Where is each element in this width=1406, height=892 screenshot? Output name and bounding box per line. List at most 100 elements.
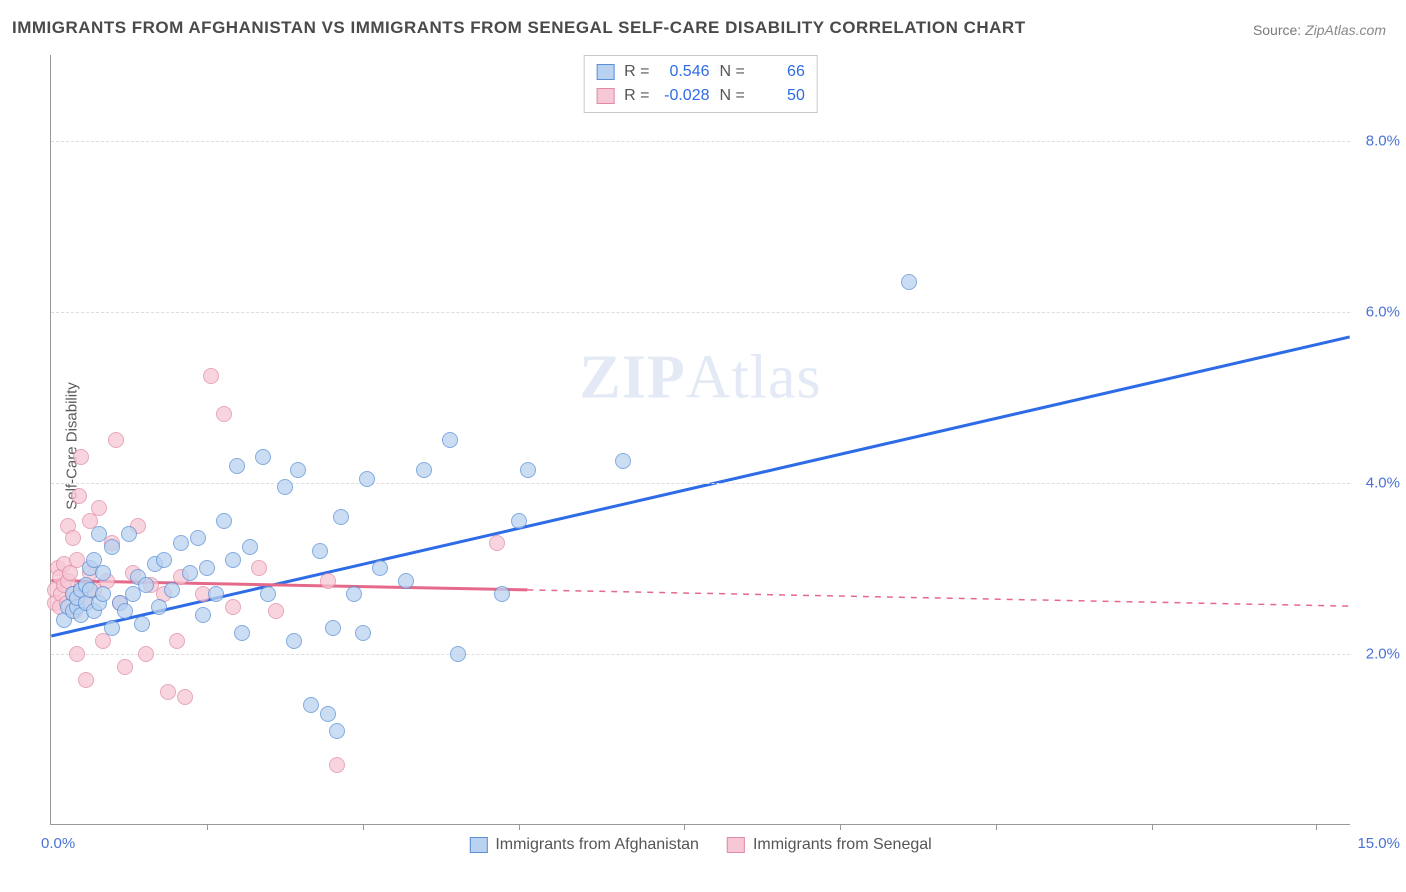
legend-item-senegal: Immigrants from Senegal — [727, 836, 932, 854]
x-tick — [1152, 824, 1153, 830]
scatter-point — [615, 453, 631, 469]
scatter-point — [160, 684, 176, 700]
scatter-point — [195, 607, 211, 623]
scatter-point — [151, 599, 167, 615]
n-label: N = — [720, 84, 745, 108]
watermark-atlas: Atlas — [686, 343, 822, 411]
trend-line — [527, 590, 1349, 606]
swatch-afghanistan — [469, 837, 487, 853]
stats-legend-box: R = 0.546 N = 66 R = -0.028 N = 50 — [583, 55, 818, 113]
grid-line — [51, 654, 1350, 655]
stats-row-senegal: R = -0.028 N = 50 — [596, 84, 805, 108]
scatter-point — [65, 530, 81, 546]
scatter-point — [208, 586, 224, 602]
scatter-point — [268, 603, 284, 619]
trend-line — [51, 580, 527, 589]
scatter-point — [138, 577, 154, 593]
scatter-point — [251, 560, 267, 576]
swatch-senegal — [727, 837, 745, 853]
y-tick-label: 8.0% — [1366, 132, 1400, 149]
x-axis-min-label: 0.0% — [41, 835, 75, 852]
scatter-point — [199, 560, 215, 576]
x-tick — [840, 824, 841, 830]
watermark-zip: ZIP — [579, 343, 685, 411]
scatter-point — [494, 586, 510, 602]
scatter-point — [355, 625, 371, 641]
grid-line — [51, 312, 1350, 313]
scatter-point — [78, 672, 94, 688]
r-value-afghanistan: 0.546 — [658, 60, 710, 84]
x-axis-max-label: 15.0% — [1357, 835, 1400, 852]
x-tick — [207, 824, 208, 830]
scatter-point — [489, 535, 505, 551]
source-label: Source: — [1253, 22, 1301, 38]
scatter-point — [303, 697, 319, 713]
scatter-point — [372, 560, 388, 576]
y-tick-label: 4.0% — [1366, 474, 1400, 491]
scatter-point — [290, 462, 306, 478]
x-tick — [363, 824, 364, 830]
y-tick-label: 2.0% — [1366, 645, 1400, 662]
scatter-point — [225, 599, 241, 615]
scatter-point — [511, 513, 527, 529]
scatter-point — [216, 513, 232, 529]
scatter-point — [320, 573, 336, 589]
scatter-point — [520, 462, 536, 478]
scatter-point — [134, 616, 150, 632]
scatter-point — [117, 659, 133, 675]
scatter-point — [138, 646, 154, 662]
trend-lines — [51, 55, 1350, 824]
scatter-point — [329, 757, 345, 773]
scatter-point — [216, 406, 232, 422]
scatter-point — [450, 646, 466, 662]
r-label: R = — [624, 84, 649, 108]
scatter-point — [333, 509, 349, 525]
n-value-senegal: 50 — [753, 84, 805, 108]
plot-area: ZIPAtlas R = 0.546 N = 66 R = -0.028 N =… — [50, 55, 1350, 825]
scatter-point — [164, 582, 180, 598]
x-tick — [1316, 824, 1317, 830]
scatter-point — [286, 633, 302, 649]
chart-container: IMMIGRANTS FROM AFGHANISTAN VS IMMIGRANT… — [0, 0, 1406, 892]
scatter-point — [260, 586, 276, 602]
n-value-afghanistan: 66 — [753, 60, 805, 84]
chart-title: IMMIGRANTS FROM AFGHANISTAN VS IMMIGRANT… — [12, 18, 1026, 38]
scatter-point — [73, 449, 89, 465]
scatter-point — [320, 706, 336, 722]
n-label: N = — [720, 60, 745, 84]
scatter-point — [91, 500, 107, 516]
scatter-point — [398, 573, 414, 589]
scatter-point — [71, 488, 87, 504]
scatter-point — [104, 539, 120, 555]
scatter-point — [173, 535, 189, 551]
r-label: R = — [624, 60, 649, 84]
scatter-point — [190, 530, 206, 546]
scatter-point — [277, 479, 293, 495]
scatter-point — [346, 586, 362, 602]
scatter-point — [69, 646, 85, 662]
scatter-point — [91, 526, 107, 542]
swatch-senegal — [596, 88, 614, 104]
legend-item-afghanistan: Immigrants from Afghanistan — [469, 836, 699, 854]
x-tick — [996, 824, 997, 830]
scatter-point — [359, 471, 375, 487]
grid-line — [51, 483, 1350, 484]
r-value-senegal: -0.028 — [658, 84, 710, 108]
source-value: ZipAtlas.com — [1305, 22, 1386, 38]
scatter-point — [312, 543, 328, 559]
x-tick — [684, 824, 685, 830]
bottom-legend: Immigrants from Afghanistan Immigrants f… — [469, 836, 931, 854]
stats-row-afghanistan: R = 0.546 N = 66 — [596, 60, 805, 84]
scatter-point — [242, 539, 258, 555]
scatter-point — [169, 633, 185, 649]
swatch-afghanistan — [596, 64, 614, 80]
scatter-point — [104, 620, 120, 636]
legend-label-senegal: Immigrants from Senegal — [753, 836, 932, 854]
scatter-point — [234, 625, 250, 641]
scatter-point — [108, 432, 124, 448]
watermark: ZIPAtlas — [579, 342, 821, 413]
scatter-point — [156, 552, 172, 568]
scatter-point — [225, 552, 241, 568]
scatter-point — [329, 723, 345, 739]
scatter-point — [117, 603, 133, 619]
